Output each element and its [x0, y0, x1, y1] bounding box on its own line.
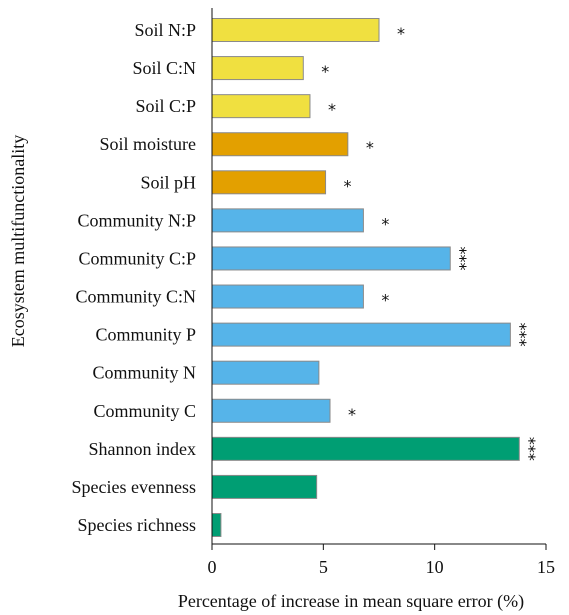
category-label: Soil pH — [140, 172, 196, 192]
bar — [211, 322, 511, 347]
significance-label: * — [328, 100, 336, 119]
x-axis-title: Percentage of increase in mean square er… — [178, 591, 524, 612]
significance-label: * — [344, 176, 352, 195]
significance-labels: ***************** — [321, 24, 538, 461]
x-ticks: 0 5 10 15 — [208, 544, 555, 577]
bar — [211, 208, 364, 233]
category-label: Shannon index — [89, 439, 197, 459]
bar — [211, 284, 364, 309]
x-tick-label: 5 — [319, 557, 328, 577]
bar — [211, 360, 320, 385]
x-tick-label: 10 — [426, 557, 444, 577]
significance-label: * — [348, 405, 356, 424]
category-labels: Soil N:P Soil C:N Soil C:P Soil moisture Soi… — [72, 20, 196, 535]
bar — [211, 56, 304, 81]
bar — [211, 436, 520, 461]
category-label: Soil N:P — [134, 20, 196, 40]
x-tick-label: 15 — [537, 557, 555, 577]
bars-layer — [211, 18, 520, 537]
significance-label: * — [366, 138, 374, 157]
category-label: Species evenness — [72, 477, 196, 497]
category-label: Community C — [93, 401, 196, 421]
significance-label: * — [397, 24, 405, 43]
category-label: Soil C:N — [132, 58, 196, 78]
bar — [211, 132, 349, 157]
category-label: Soil moisture — [99, 134, 196, 154]
significance-label: *** — [451, 246, 470, 270]
bar — [211, 398, 331, 423]
x-tick-label: 0 — [208, 557, 217, 577]
category-label: Species richness — [78, 515, 196, 535]
category-label: Community N — [92, 363, 196, 383]
category-label: Community C:N — [75, 287, 196, 307]
bar — [211, 94, 311, 119]
significance-label: *** — [520, 437, 539, 461]
category-label: Soil C:P — [135, 96, 196, 116]
category-label: Community N:P — [77, 210, 196, 230]
axes — [211, 8, 546, 545]
significance-label: * — [321, 62, 329, 81]
y-axis-title: Ecosystem multifunctionality — [8, 135, 28, 347]
bar — [211, 170, 327, 195]
category-label: Community C:P — [78, 248, 196, 268]
bar — [211, 513, 222, 537]
significance-label: * — [381, 214, 389, 233]
bar — [211, 474, 318, 499]
category-label: Community P — [95, 325, 196, 345]
significance-label: *** — [511, 323, 530, 347]
bar — [211, 246, 451, 271]
significance-label: * — [381, 291, 389, 310]
bar — [211, 18, 380, 42]
